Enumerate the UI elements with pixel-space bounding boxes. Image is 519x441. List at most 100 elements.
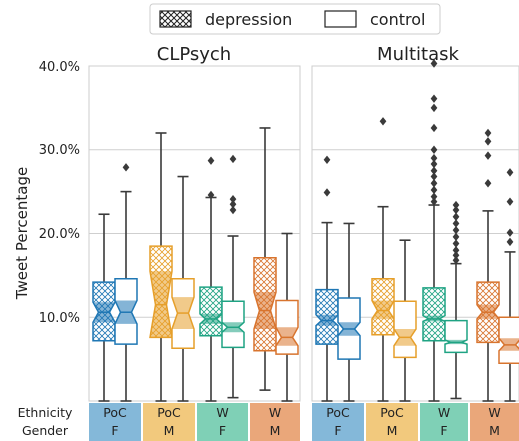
legend-label-control: control <box>370 10 425 29</box>
outlier-point <box>122 163 130 172</box>
box-background <box>445 320 467 353</box>
outlier-point <box>430 166 438 175</box>
category-band <box>420 403 468 441</box>
box-depression <box>371 117 395 402</box>
panel-title-multitask: Multitask <box>377 44 459 65</box>
outlier-point <box>430 103 438 113</box>
outlier-point <box>452 239 460 248</box>
box-depression <box>149 132 173 402</box>
outlier-point <box>430 59 438 68</box>
legend-swatch-depression <box>159 10 192 28</box>
legend: depression control <box>149 3 441 35</box>
box-outline <box>393 300 417 359</box>
box-hatch <box>423 287 445 341</box>
box-outline <box>371 277 395 336</box>
outlier-point <box>452 251 460 260</box>
box-outline <box>114 277 138 345</box>
outlier-point <box>484 128 492 138</box>
category-gender: M <box>270 423 281 438</box>
outlier-point <box>229 199 237 209</box>
box-outline <box>337 297 361 360</box>
box-control <box>114 163 138 402</box>
legend-swatch-control <box>324 10 357 28</box>
outlier-point <box>430 185 438 195</box>
category-gender: F <box>334 423 341 438</box>
box-depression <box>422 59 446 402</box>
box-outline <box>221 300 245 349</box>
box-outline <box>498 316 519 365</box>
box-notch-fill <box>372 300 394 319</box>
outlier-point <box>430 197 438 206</box>
category-band <box>312 403 364 441</box>
legend-frame <box>149 3 441 35</box>
outlier-point <box>430 153 438 163</box>
box-outline <box>444 319 468 354</box>
category-ethnicity: PoC <box>326 405 350 420</box>
category-band <box>89 403 141 441</box>
row-label-gender: Gender <box>22 423 69 438</box>
outlier-point <box>506 228 514 237</box>
y-tick-label: 10.0% <box>39 311 80 326</box>
box-outline <box>476 281 500 344</box>
outlier-point <box>452 225 460 235</box>
outlier-point <box>430 145 438 154</box>
outlier-point <box>506 168 514 177</box>
category-ethnicity: W <box>438 405 450 420</box>
row-label-ethnicity: Ethnicity <box>18 405 73 420</box>
box-control <box>337 222 361 402</box>
outlier-point <box>430 179 438 188</box>
legend-label-depression: depression <box>205 10 292 29</box>
box-control <box>498 168 519 402</box>
y-tick-labels: 10.0% 20.0% 30.0% 40.0% <box>39 60 80 326</box>
outlier-point <box>506 237 514 247</box>
box-control <box>393 239 417 402</box>
outlier-point <box>452 256 460 265</box>
category-ethnicity: PoC <box>380 405 404 420</box>
category-ethnicity: PoC <box>157 405 181 420</box>
category-gender: M <box>387 423 398 438</box>
outlier-point <box>452 219 460 228</box>
outlier-point <box>452 232 460 242</box>
category-band <box>143 403 195 441</box>
outlier-point <box>484 151 492 160</box>
outlier-point <box>323 155 331 164</box>
outlier-point <box>430 172 438 181</box>
outlier-point <box>229 205 237 215</box>
outlier-point <box>379 117 387 126</box>
box-outline <box>171 277 195 349</box>
outlier-point <box>229 194 237 204</box>
category-gender: M <box>164 423 175 438</box>
y-axis-label: Tweet Percentage <box>13 167 31 300</box>
outlier-point <box>430 123 438 133</box>
outlier-point <box>207 190 215 200</box>
y-tick-label: 30.0% <box>39 143 80 158</box>
box-depression <box>253 127 277 391</box>
category-rows: Ethnicity Gender PoCFPoCMWFWMPoCFPoCMWFW… <box>18 403 519 441</box>
box-control <box>275 232 299 402</box>
box-marks <box>92 59 519 402</box>
outlier-point <box>207 156 215 165</box>
outlier-point <box>430 192 438 201</box>
y-tick-label: 40.0% <box>39 60 80 75</box>
box-depression <box>315 155 339 402</box>
category-ethnicity: PoC <box>103 405 127 420</box>
outlier-point <box>484 179 492 188</box>
box-control <box>171 175 195 402</box>
outlier-point <box>452 205 460 215</box>
category-ethnicity: W <box>216 405 228 420</box>
category-band <box>470 403 519 441</box>
box-notch-fill <box>276 327 298 346</box>
category-gender: F <box>111 423 118 438</box>
outlier-point <box>430 94 438 103</box>
box-control <box>444 200 468 400</box>
category-ethnicity: W <box>269 405 281 420</box>
outlier-point <box>452 246 460 255</box>
category-band <box>366 403 418 441</box>
outlier-point <box>452 200 460 210</box>
category-gender: F <box>219 423 226 438</box>
box-hatch <box>200 287 222 336</box>
category-band <box>250 403 300 441</box>
box-control <box>221 154 245 399</box>
category-ethnicity: W <box>488 405 500 420</box>
